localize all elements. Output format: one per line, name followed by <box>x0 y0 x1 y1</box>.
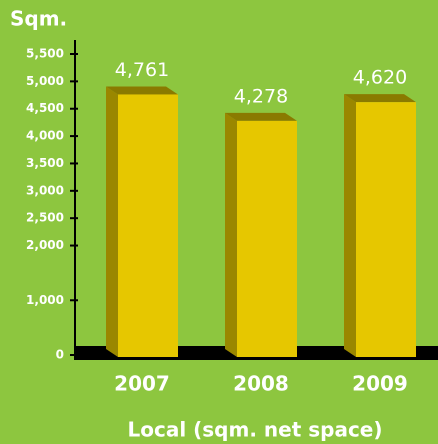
bar-top <box>225 112 297 121</box>
bar <box>118 94 178 357</box>
value-label: 4,761 <box>115 59 169 81</box>
bar <box>356 102 416 357</box>
chart-title: Sqm. <box>10 7 67 31</box>
value-label: 4,278 <box>234 85 288 107</box>
y-tick-label: 3,000 <box>26 183 64 197</box>
bar-side <box>225 112 237 357</box>
x-tick-label: 2009 <box>352 372 408 396</box>
y-tick-label: 2,000 <box>26 238 64 252</box>
y-tick-label: 4,000 <box>26 129 64 143</box>
x-tick-label: 2008 <box>233 372 289 396</box>
y-tick-label: 2,500 <box>26 211 64 225</box>
value-label: 4,620 <box>353 67 407 89</box>
bar <box>237 120 297 357</box>
bar-side <box>106 86 118 357</box>
y-tick-label: 3,500 <box>26 156 64 170</box>
y-tick-label: 4,500 <box>26 101 64 115</box>
x-axis-title: Local (sqm. net space) <box>127 418 382 442</box>
y-tick-label: 0 <box>56 348 64 362</box>
bar-top <box>106 86 178 95</box>
x-tick-label: 2007 <box>114 372 170 396</box>
bar-side <box>344 94 356 357</box>
y-tick-label: 5,500 <box>26 47 64 61</box>
bar-top <box>344 94 416 103</box>
y-tick-label: 5,000 <box>26 74 64 88</box>
y-tick-label: 1,000 <box>26 293 64 307</box>
